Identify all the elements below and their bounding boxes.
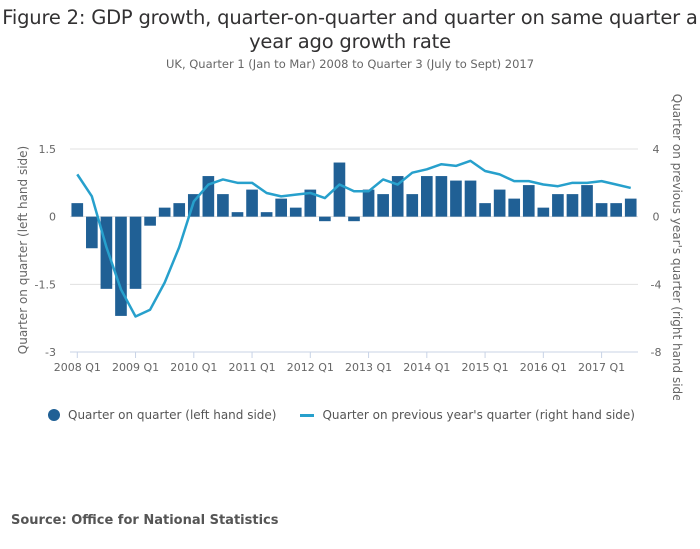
bar	[304, 189, 317, 217]
legend-label: Quarter on quarter (left hand side)	[68, 408, 277, 422]
x-tick-label: 2011 Q1	[228, 361, 275, 374]
bar	[115, 216, 127, 316]
legend-bar-swatch-icon	[48, 409, 60, 421]
bar	[86, 216, 98, 249]
y-axis-right: 4 0 -4 -8	[651, 143, 662, 359]
bar	[464, 180, 477, 217]
bar	[275, 198, 288, 217]
bar	[595, 203, 608, 217]
x-tick-label: 2016 Q1	[520, 361, 567, 374]
bar	[420, 176, 433, 217]
y-left-tick-label: -1.5	[35, 278, 56, 291]
chart-subtitle: UK, Quarter 1 (Jan to Mar) 2008 to Quart…	[165, 57, 535, 71]
bar	[333, 162, 346, 217]
x-tick-label: 2014 Q1	[403, 361, 450, 374]
bar	[362, 189, 375, 217]
x-tick-label: 2008 Q1	[54, 361, 101, 374]
bar	[581, 185, 593, 217]
bar	[435, 176, 448, 217]
bar	[450, 180, 462, 217]
y-right-tick-label: -4	[651, 278, 662, 291]
y-right-tick-label: -8	[651, 346, 662, 359]
y-axis-right-title: Quarter on previous year's quarter (righ…	[670, 94, 684, 400]
bar	[319, 216, 331, 222]
bar	[479, 203, 491, 217]
legend-item-quarter-on-quarter[interactable]: Quarter on quarter (left hand side)	[48, 408, 276, 422]
source-note: Source: Office for National Statistics	[11, 513, 279, 528]
bar	[552, 194, 564, 217]
bar	[522, 185, 535, 217]
x-axis: 2008 Q1 2009 Q1 2010 Q1 2011 Q1 2012 Q1 2013 …	[54, 351, 638, 374]
bar	[348, 216, 360, 222]
line-series	[76, 159, 632, 318]
y-axis-left: 1.5 0 -1.5 -3	[35, 143, 56, 359]
x-tick-label: 2015 Q1	[461, 361, 508, 374]
bar	[158, 207, 171, 217]
x-tick-label: 2012 Q1	[287, 361, 334, 374]
legend: Quarter on quarter (left hand side) Quar…	[48, 408, 659, 422]
chart-plot: 2008 Q1 2009 Q1 2010 Q1 2011 Q1 2012 Q1 2013 …	[16, 94, 684, 400]
x-tick-label: 2017 Q1	[578, 361, 625, 374]
bar	[246, 189, 258, 217]
bar	[537, 207, 550, 217]
bar	[71, 203, 84, 217]
bar	[493, 189, 506, 217]
y-axis-left-title: Quarter on quarter (left hand side)	[16, 146, 30, 354]
legend-item-quarter-on-year[interactable]: Quarter on previous year's quarter (righ…	[300, 408, 635, 422]
bar	[508, 198, 521, 217]
bar	[406, 194, 419, 217]
bar	[129, 216, 142, 289]
x-tick-label: 2013 Q1	[345, 361, 392, 374]
legend-line-swatch-icon	[300, 413, 315, 417]
x-tick-label: 2010 Q1	[170, 361, 217, 374]
bar	[377, 194, 389, 217]
bar	[231, 212, 244, 217]
bar	[566, 194, 579, 217]
line-path	[76, 159, 632, 318]
bar	[144, 216, 156, 226]
bar-series	[71, 162, 637, 316]
bar	[391, 176, 404, 217]
y-right-tick-label: 4	[653, 143, 660, 156]
y-left-tick-label: -3	[45, 346, 56, 359]
x-tick-label: 2009 Q1	[112, 361, 159, 374]
bar	[610, 203, 622, 217]
bar	[100, 216, 113, 289]
bar	[217, 194, 229, 217]
bar	[260, 212, 273, 217]
bar	[202, 176, 215, 217]
legend-label: Quarter on previous year's quarter (righ…	[322, 408, 635, 422]
chart-title: Figure 2: GDP growth, quarter-on-quarter…	[2, 6, 698, 53]
bar	[289, 207, 302, 217]
y-right-tick-label: 0	[653, 211, 660, 224]
y-left-tick-label: 1.5	[39, 143, 57, 156]
bar	[624, 198, 637, 217]
bar	[173, 203, 186, 217]
y-left-tick-label: 0	[49, 211, 56, 224]
